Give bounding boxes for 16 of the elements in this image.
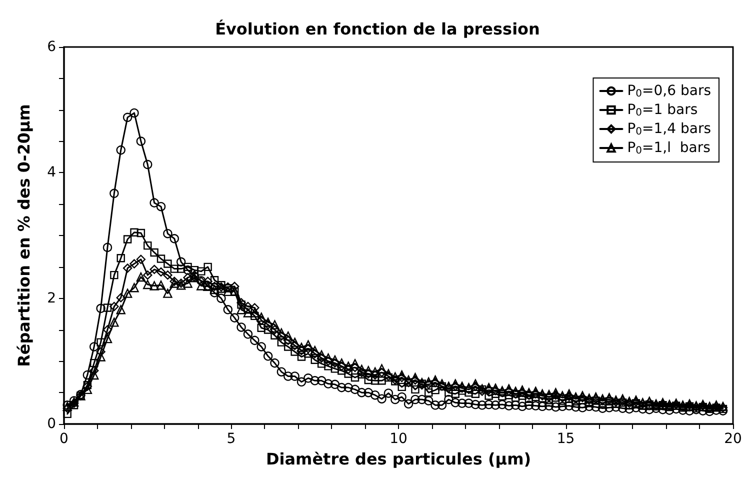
x-axis-title: Diamètre des particules (µm) bbox=[266, 449, 532, 468]
x-tick-label: 0 bbox=[60, 431, 68, 447]
legend-label: P0=1,4 bars bbox=[627, 121, 712, 138]
x-tick-label: 10 bbox=[390, 431, 408, 447]
legend-label: P0=0,6 bars bbox=[627, 83, 712, 100]
y-tick-label: 2 bbox=[47, 290, 56, 306]
y-axis-title: Répartition en % des 0-20µm bbox=[14, 104, 34, 367]
legend-label: P0=1 bars bbox=[627, 102, 698, 118]
chart-title: Évolution en fonction de la pression bbox=[215, 20, 540, 38]
y-tick-label: 0 bbox=[47, 416, 56, 432]
y-tick-label: 4 bbox=[47, 164, 56, 181]
x-tick-label: 15 bbox=[556, 431, 575, 447]
x-tick-label: 20 bbox=[724, 431, 742, 447]
legend-label: P0=1,l bars bbox=[627, 140, 710, 156]
y-tick-label: 6 bbox=[47, 39, 56, 55]
x-tick-label: 5 bbox=[226, 431, 236, 447]
